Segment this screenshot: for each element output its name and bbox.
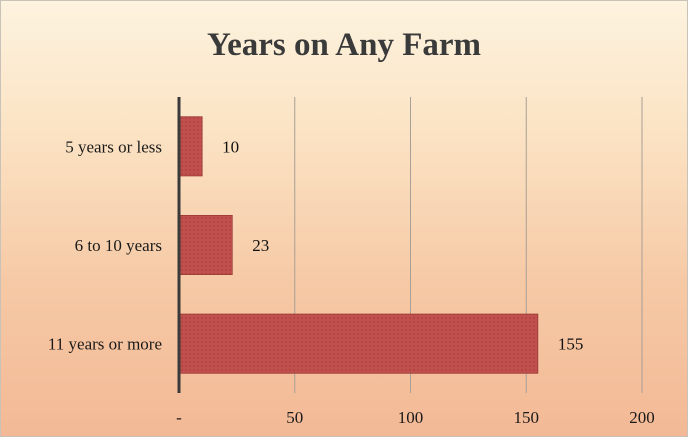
data-label: 10 <box>222 137 239 156</box>
chart-title: Years on Any Farm <box>206 27 482 63</box>
x-tick-label: 100 <box>398 408 424 427</box>
bar <box>178 313 539 374</box>
x-tick-label: 50 <box>286 408 303 427</box>
x-tick-label: - <box>176 408 182 427</box>
category-label: 11 years or more <box>48 335 162 354</box>
data-label: 155 <box>558 335 584 354</box>
category-label: 5 years or less <box>65 137 162 156</box>
bar <box>178 214 233 275</box>
data-label: 23 <box>252 236 269 255</box>
category-label: 6 to 10 years <box>75 236 162 255</box>
x-tick-label: 150 <box>514 408 540 427</box>
x-tick-label: 200 <box>629 408 655 427</box>
bar <box>178 116 203 177</box>
